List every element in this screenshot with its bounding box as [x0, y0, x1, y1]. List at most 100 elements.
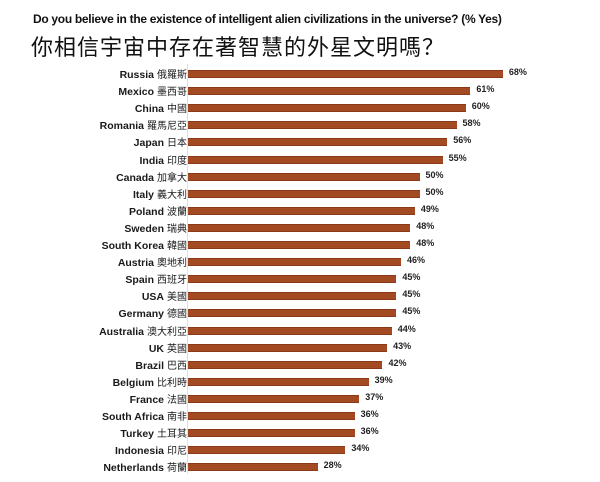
category-label: South Korea 韓國 — [102, 237, 187, 252]
value-label: 37% — [365, 391, 384, 402]
category-label: UK 英國 — [149, 340, 187, 355]
category-label-chinese: 法國 — [167, 394, 187, 406]
value-label: 44% — [397, 323, 416, 334]
data-bar — [188, 206, 415, 215]
category-label-english: Romania — [99, 120, 144, 133]
category-label-chinese: 巴西 — [167, 360, 187, 372]
category-label-chinese: 韓國 — [167, 241, 187, 252]
category-label: Brazil 巴西 — [135, 357, 187, 372]
value-label: 68% — [508, 67, 527, 77]
data-bar — [188, 138, 448, 147]
category-label: India 印度 — [139, 152, 187, 167]
category-label: Japan 日本 — [134, 134, 187, 149]
value-label: 34% — [351, 443, 370, 454]
category-label: Sweden 瑞典 — [124, 220, 187, 235]
value-label: 36% — [360, 409, 379, 419]
bar-row: USA 美國 45% — [0, 287, 600, 304]
value-label: 46% — [406, 255, 425, 266]
category-label-english: Sweden — [124, 222, 164, 235]
bar-row: India 印度 55% — [0, 151, 600, 168]
category-label-english: Poland — [128, 205, 164, 218]
category-label-english: USA — [141, 291, 164, 304]
category-label-chinese: 中國 — [167, 104, 187, 116]
category-label-chinese: 日本 — [167, 138, 187, 150]
bar-row: Poland 波蘭 49% — [0, 202, 600, 219]
category-label-chinese: 土耳其 — [157, 429, 187, 441]
bar-row: South Africa 南非 36% — [0, 407, 600, 424]
data-bar — [188, 70, 503, 78]
category-label-english: Japan — [133, 137, 164, 150]
category-label: Mexico 墨西哥 — [118, 83, 187, 98]
category-label-english: China — [134, 103, 164, 116]
data-bar — [188, 394, 360, 403]
bar-chart-plot-area: Russia 俄羅斯 68% Mexico 墨西哥 61% China 中國 60% Romani… — [0, 64, 600, 476]
chart-title-english: Do you believe in the existence of intel… — [33, 12, 502, 26]
category-label-chinese: 俄羅斯 — [157, 70, 187, 81]
data-bar — [188, 412, 355, 420]
bar-row: Netherlands 荷蘭 28% — [0, 458, 600, 475]
y-axis-line — [187, 64, 188, 474]
data-bar — [188, 326, 392, 335]
category-label-chinese: 德國 — [167, 309, 187, 321]
value-label: 48% — [416, 220, 435, 231]
category-label-chinese: 羅馬尼亞 — [147, 121, 187, 133]
value-label: 45% — [402, 306, 421, 317]
category-label: Russia 俄羅斯 — [120, 66, 187, 81]
category-label-english: UK — [148, 342, 164, 355]
category-label: Italy 義大利 — [133, 186, 187, 201]
bar-row: Austria 奧地利 46% — [0, 253, 600, 270]
data-bar — [188, 377, 369, 386]
data-bar — [188, 275, 397, 284]
category-label-english: Spain — [125, 274, 154, 287]
data-bar — [188, 241, 411, 249]
category-label-english: Netherlands — [103, 462, 164, 475]
category-label-english: France — [129, 393, 164, 406]
category-label-english: Germany — [118, 308, 164, 321]
category-label: Netherlands 荷蘭 — [103, 459, 187, 474]
category-label-chinese: 英國 — [167, 343, 187, 355]
chart-title-chinese: 你相信宇宙中存在著智慧的外星文明嗎？ — [31, 36, 446, 61]
bar-row: UK 英國 43% — [0, 339, 600, 356]
category-label-chinese: 澳大利亞 — [147, 326, 187, 338]
bar-row: Belgium 比利時 39% — [0, 373, 600, 390]
category-label-chinese: 荷蘭 — [167, 463, 187, 475]
category-label-english: South Korea — [101, 240, 164, 252]
value-label: 42% — [388, 357, 407, 368]
category-label-chinese: 義大利 — [157, 189, 187, 201]
category-label: Canada 加拿大 — [116, 169, 187, 184]
category-label-chinese: 奧地利 — [157, 258, 187, 270]
category-label-chinese: 比利時 — [157, 377, 187, 389]
category-label: France 法國 — [130, 391, 187, 406]
category-label: Spain 西班牙 — [125, 271, 187, 286]
value-label: 61% — [476, 84, 495, 95]
data-bar — [188, 463, 318, 472]
bar-row: Brazil 巴西 42% — [0, 356, 600, 373]
category-label-chinese: 美國 — [167, 292, 187, 304]
value-label: 45% — [402, 289, 421, 300]
data-bar — [188, 292, 397, 301]
category-label: South Africa 南非 — [102, 408, 187, 423]
value-label: 60% — [471, 101, 490, 112]
category-label-english: Turkey — [120, 428, 154, 441]
bar-row: Russia 俄羅斯 68% — [0, 65, 600, 82]
data-bar — [188, 223, 411, 232]
category-label-english: Australia — [99, 325, 144, 338]
category-label-english: Canada — [116, 171, 154, 184]
bar-row: Canada 加拿大 50% — [0, 168, 600, 185]
value-label: 50% — [425, 169, 444, 180]
bar-row: Turkey 土耳其 36% — [0, 424, 600, 441]
category-label-chinese: 西班牙 — [157, 275, 187, 287]
category-label: Romania 羅馬尼亞 — [100, 117, 187, 132]
value-label: 49% — [420, 203, 439, 214]
category-label-english: Brazil — [135, 359, 164, 372]
category-label-chinese: 波蘭 — [167, 206, 187, 218]
category-label: Indonesia 印尼 — [115, 442, 187, 457]
bar-row: Romania 羅馬尼亞 58% — [0, 116, 600, 133]
category-label-english: Belgium — [112, 376, 154, 389]
category-label: Poland 波蘭 — [129, 203, 187, 218]
category-label: USA 美國 — [142, 288, 187, 303]
value-label: 50% — [425, 186, 444, 197]
value-label: 39% — [374, 374, 393, 385]
bar-row: Australia 澳大利亞 44% — [0, 322, 600, 339]
value-label: 43% — [393, 340, 412, 351]
